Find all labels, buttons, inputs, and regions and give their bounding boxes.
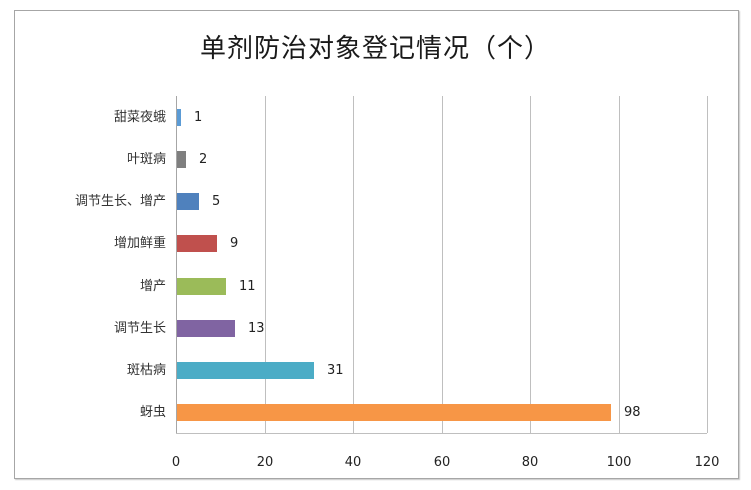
- gridline: [530, 96, 531, 433]
- data-label: 5: [212, 194, 221, 209]
- data-label: 98: [624, 405, 641, 420]
- gridline: [707, 96, 708, 433]
- bar: [177, 320, 235, 337]
- category-label: 增产: [139, 279, 166, 294]
- bar: [177, 193, 199, 210]
- bar: [177, 404, 611, 421]
- bar: [177, 109, 181, 126]
- gridline: [619, 96, 620, 433]
- chart-title: 单剂防治对象登记情况（个）: [199, 34, 551, 64]
- x-tick-label: 60: [433, 455, 451, 470]
- y-axis-line: [176, 96, 177, 433]
- chart-frame: [14, 10, 739, 479]
- category-label: 调节生长、增产: [74, 194, 166, 209]
- bar: [177, 362, 314, 379]
- category-label: 调节生长: [113, 321, 166, 336]
- data-label: 13: [248, 321, 265, 336]
- category-label: 甜菜夜蛾: [113, 110, 166, 125]
- x-tick-label: 0: [171, 455, 181, 470]
- category-label: 蚜虫: [139, 405, 166, 420]
- category-label: 叶斑病: [126, 152, 166, 167]
- gridline: [353, 96, 354, 433]
- x-tick-label: 80: [521, 455, 539, 470]
- gridline: [442, 96, 443, 433]
- data-label: 9: [230, 236, 239, 251]
- x-tick-label: 40: [344, 455, 362, 470]
- x-tick-label: 100: [606, 455, 632, 470]
- data-label: 11: [239, 279, 256, 294]
- plot-area: 1 2 5 9 11 13 31 98: [176, 96, 708, 434]
- bar: [177, 151, 186, 168]
- x-axis-line: [176, 433, 707, 434]
- data-label: 2: [199, 152, 208, 167]
- bar: [177, 235, 217, 252]
- bar: [177, 278, 226, 295]
- x-tick-label: 120: [694, 455, 720, 470]
- category-label: 斑枯病: [126, 363, 166, 378]
- gridline: [265, 96, 266, 433]
- category-label: 增加鲜重: [113, 236, 166, 251]
- data-label: 1: [194, 110, 203, 125]
- x-tick-label: 20: [256, 455, 274, 470]
- data-label: 31: [327, 363, 344, 378]
